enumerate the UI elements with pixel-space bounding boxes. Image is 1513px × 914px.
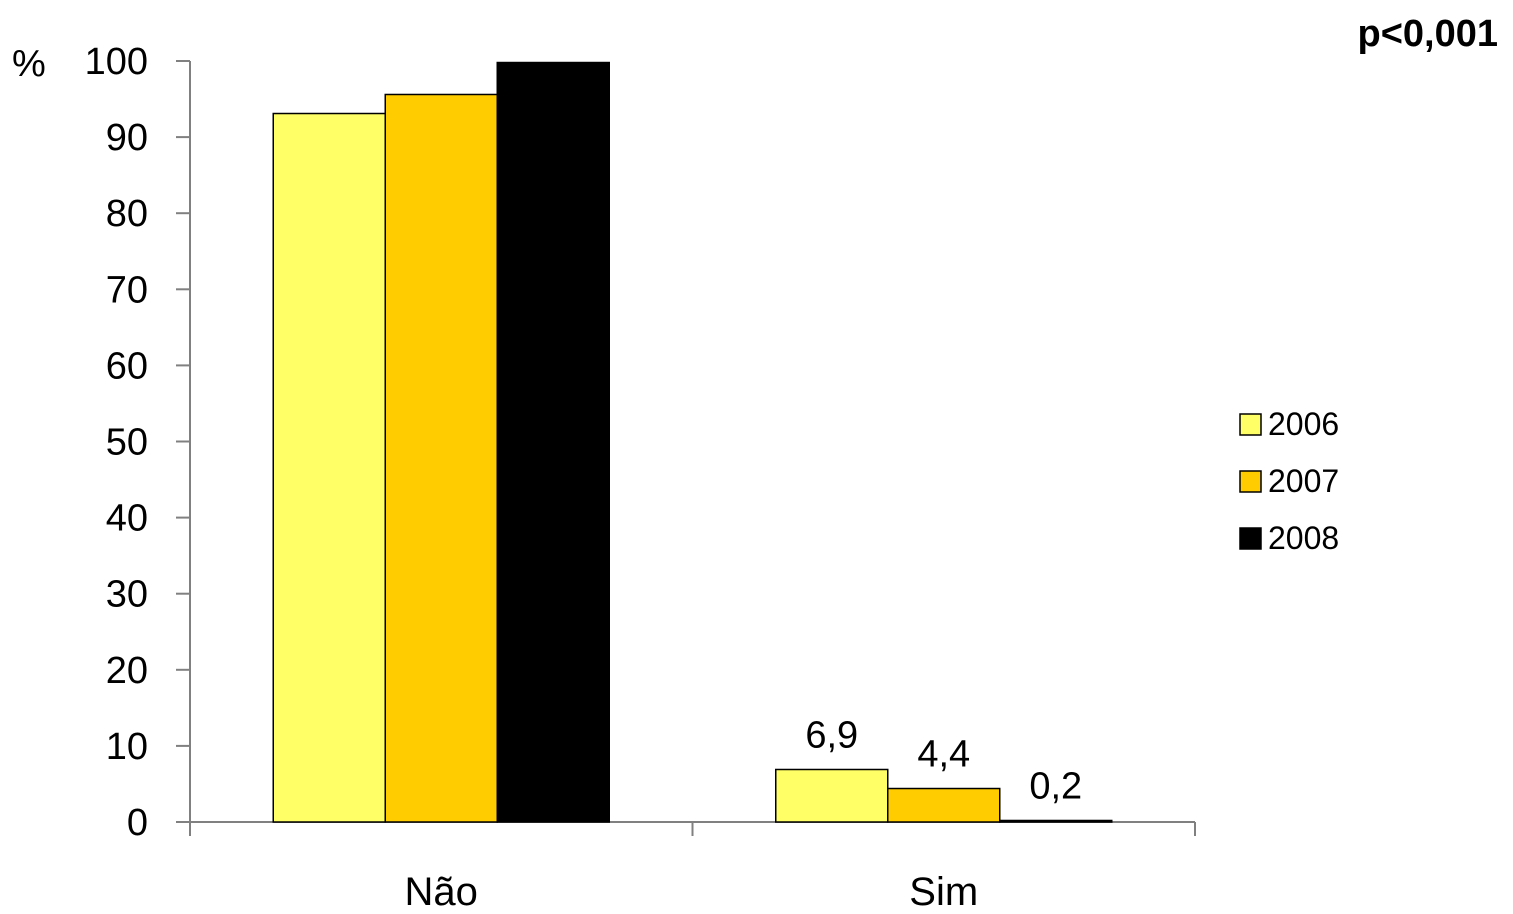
y-tick-label: 100	[85, 41, 148, 83]
bar-no-2007	[384, 93, 498, 823]
y-tick-label: 20	[106, 650, 148, 692]
data-labels: 6,9 4,4 0,2	[805, 714, 1082, 807]
y-tick-label: 70	[106, 269, 148, 311]
x-category-label: Sim	[909, 870, 978, 914]
legend: 2006 2007 2008	[1239, 406, 1339, 556]
y-tick-label: 50	[106, 422, 148, 464]
y-tick-label: 30	[106, 574, 148, 616]
bars	[272, 61, 1113, 823]
y-tick-label: 80	[106, 193, 148, 235]
bar-sim-2007	[887, 787, 1001, 823]
legend-label-2006: 2006	[1268, 406, 1339, 442]
data-label: 0,2	[1029, 765, 1082, 807]
y-tick-label: 40	[106, 498, 148, 540]
bar-sim-2008	[999, 819, 1113, 823]
y-tick-label: 90	[106, 117, 148, 159]
y-tick-label: 60	[106, 345, 148, 387]
bar-sim-2006	[775, 768, 889, 823]
bar-no-2008	[496, 61, 610, 823]
legend-swatch-2006	[1239, 413, 1262, 436]
legend-swatch-2008	[1239, 527, 1262, 550]
y-tick-label: 10	[106, 726, 148, 768]
legend-swatch-2007	[1239, 470, 1262, 493]
x-category-label: Não	[405, 870, 478, 914]
legend-label-2007: 2007	[1268, 463, 1339, 499]
data-label: 6,9	[805, 714, 858, 756]
bar-no-2006	[272, 112, 386, 823]
legend-label-2008: 2008	[1268, 520, 1339, 556]
p-value-annotation: p<0,001	[1358, 13, 1499, 55]
axes: 0 10 20 30 40 50 60 70 80 90 100 Não Sim	[85, 41, 1196, 914]
data-label: 4,4	[917, 734, 970, 776]
y-tick-label: 0	[127, 802, 148, 844]
y-axis-unit-label: %	[12, 43, 46, 85]
